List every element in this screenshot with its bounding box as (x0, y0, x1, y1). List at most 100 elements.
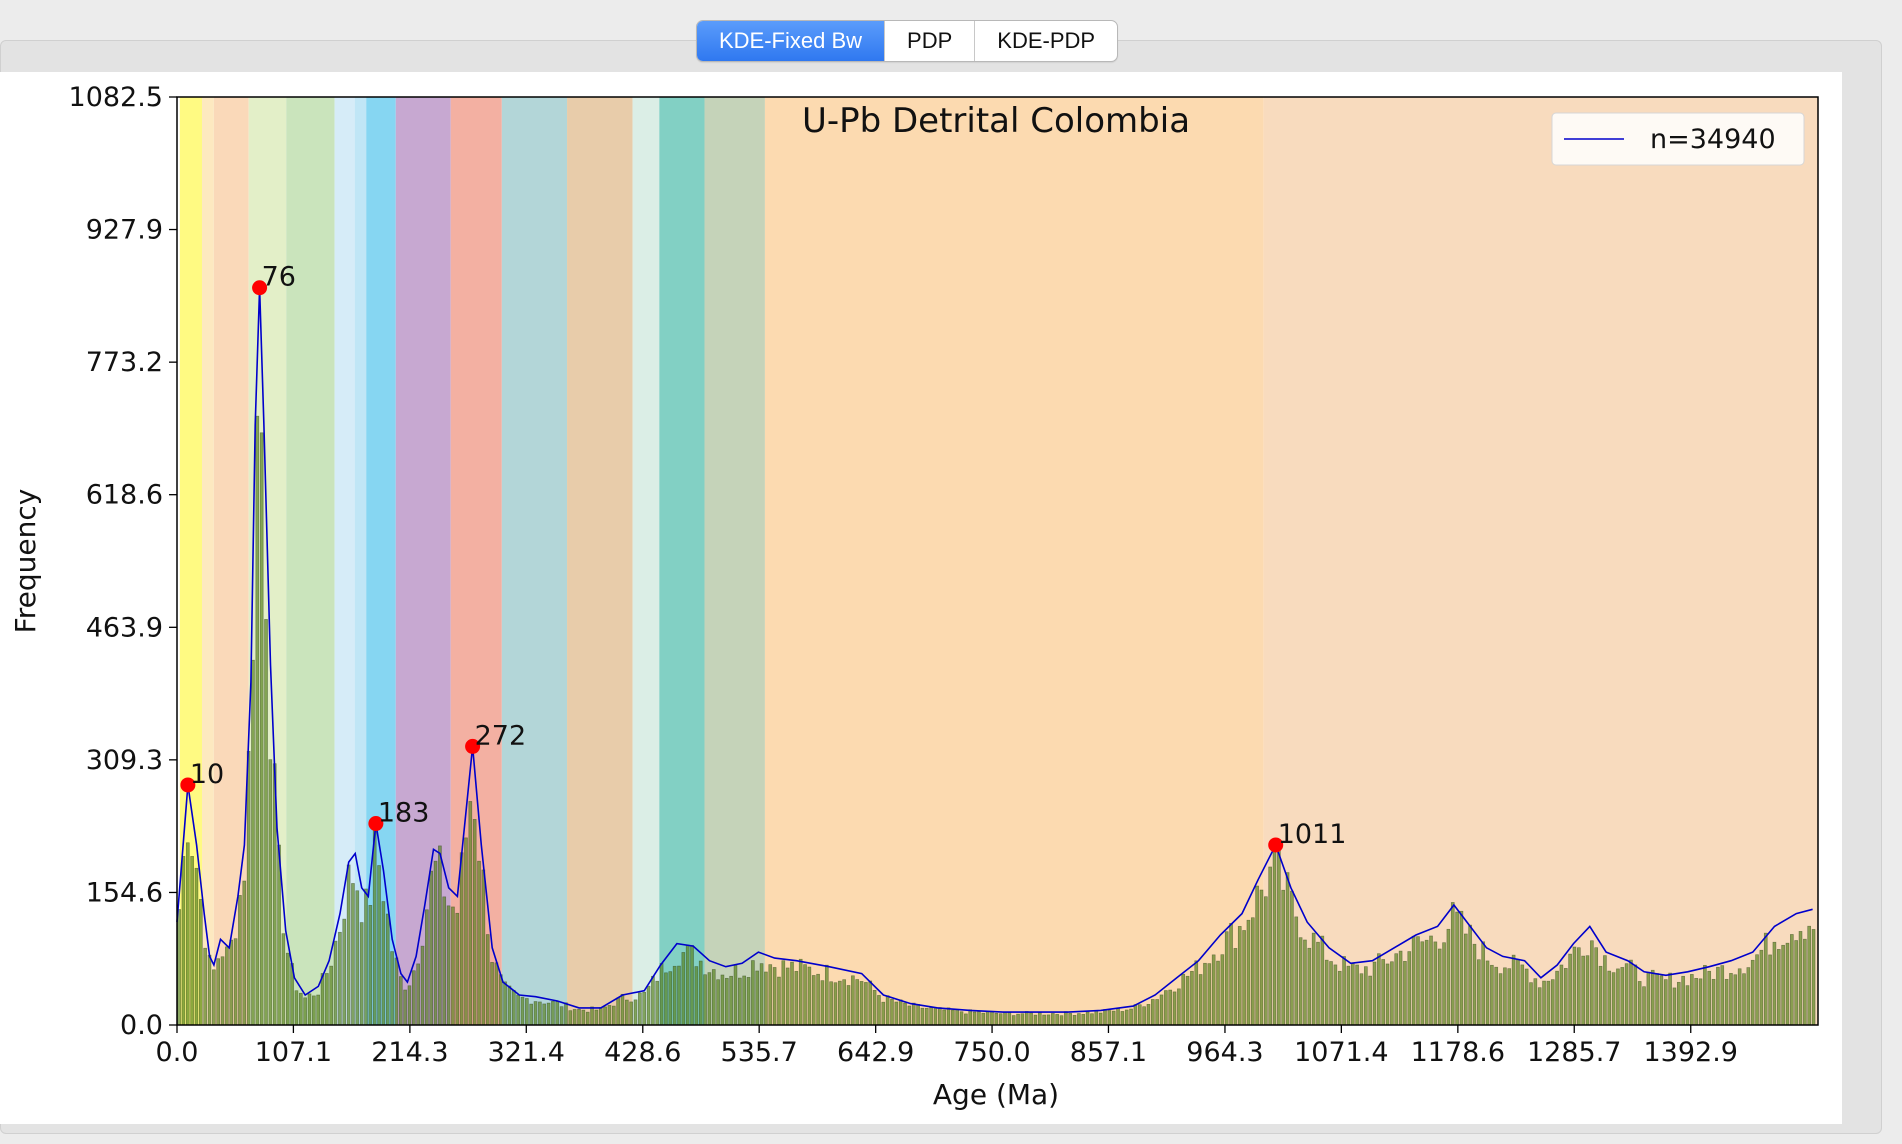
histogram-bar (1137, 1004, 1142, 1026)
histogram-bar (1068, 1013, 1073, 1026)
histogram-bar (1759, 949, 1764, 1026)
histogram-bar (1411, 935, 1416, 1026)
histogram-bar (312, 995, 316, 1026)
histogram-bar (790, 961, 794, 1026)
histogram-bar (1007, 1012, 1012, 1026)
histogram-bar (1120, 1011, 1125, 1026)
histogram-bar (651, 975, 655, 1026)
histogram-bar (407, 985, 412, 1026)
histogram-bar (1311, 932, 1316, 1026)
histogram-bar (1659, 975, 1664, 1026)
histogram-bar (1024, 1011, 1029, 1026)
histogram-bar (564, 1002, 568, 1026)
histogram-bar (1216, 960, 1220, 1026)
histogram-bar (559, 1006, 564, 1026)
time-band-14 (704, 97, 765, 1025)
histogram-bar (1611, 972, 1616, 1026)
histogram-bar (772, 967, 777, 1026)
histogram-bar (1368, 975, 1372, 1026)
histogram-bar (1650, 969, 1655, 1026)
y-tick-label: 1082.5 (69, 82, 163, 113)
histogram-bar (320, 973, 325, 1026)
plot-type-segmented-control[interactable]: KDE-Fixed Bw PDP KDE-PDP (696, 20, 1119, 62)
histogram-bar (1698, 978, 1703, 1026)
histogram-bar (333, 940, 338, 1026)
histogram-bar (859, 981, 864, 1026)
histogram-bar (585, 1011, 590, 1026)
histogram-bar (233, 938, 238, 1026)
histogram-bar (1037, 1012, 1042, 1026)
histogram-bar (1798, 931, 1803, 1026)
histogram-bar (1220, 954, 1225, 1026)
time-band-16 (1263, 97, 1818, 1025)
histogram-bar (451, 906, 455, 1026)
histogram-bar (1590, 940, 1594, 1026)
histogram-bar (1255, 885, 1259, 1026)
histogram-bar (998, 1013, 1003, 1026)
histogram-bar (1442, 942, 1446, 1026)
histogram-bar (481, 869, 486, 1026)
histogram-bar (794, 971, 799, 1026)
x-tick-label: 642.9 (837, 1037, 914, 1068)
histogram-bar (620, 993, 625, 1026)
time-band-7 (366, 97, 396, 1025)
histogram-bar (1268, 866, 1272, 1026)
histogram-bar (285, 952, 290, 1026)
histogram-bar (894, 1001, 899, 1026)
histogram-bar (281, 933, 286, 1026)
histogram-bar (1616, 968, 1620, 1026)
chart-title: U-Pb Detrital Colombia (802, 101, 1190, 141)
histogram-bar (638, 992, 642, 1026)
histogram-bar (1433, 941, 1438, 1026)
peak-marker (180, 777, 196, 793)
histogram-bar (429, 870, 434, 1026)
histogram-bar (759, 963, 764, 1026)
histogram-bar (1624, 963, 1629, 1026)
histogram-bar (951, 1009, 955, 1026)
histogram-bar (251, 659, 255, 1026)
histogram-bar (1346, 965, 1351, 1026)
histogram-bar (842, 979, 846, 1026)
histogram-bar (1555, 970, 1559, 1026)
histogram-bar (1381, 959, 1385, 1026)
histogram-bar (833, 982, 838, 1026)
tab-pdp[interactable]: PDP (884, 21, 974, 61)
histogram-bar (1403, 960, 1407, 1026)
histogram-bar (1676, 981, 1681, 1026)
histogram-bar (442, 896, 447, 1026)
histogram-bar (1559, 964, 1564, 1026)
histogram-bar (307, 993, 312, 1026)
histogram-bar (911, 1002, 916, 1026)
peak-label: 76 (262, 262, 296, 293)
histogram-bar (538, 1001, 542, 1026)
histogram-bar (212, 969, 216, 1026)
histogram-bar (464, 837, 468, 1026)
histogram-bar (1594, 947, 1599, 1026)
histogram-bar (216, 958, 220, 1026)
histogram-bar (1394, 953, 1399, 1026)
histogram-bar (616, 997, 620, 1026)
histogram-bar (1107, 1010, 1112, 1026)
histogram-bar (420, 945, 425, 1026)
tab-kde-pdp[interactable]: KDE-PDP (974, 21, 1117, 61)
histogram-bar (1146, 1004, 1151, 1026)
histogram-bar (1377, 953, 1381, 1026)
histogram-bar (1420, 941, 1425, 1026)
histogram-bar (738, 977, 742, 1026)
tab-kde-fixed-bw[interactable]: KDE-Fixed Bw (697, 21, 885, 61)
peak-label: 183 (378, 798, 430, 829)
histogram-bar (659, 963, 664, 1026)
histogram-bar (1055, 1014, 1059, 1026)
histogram-bar (477, 860, 481, 1026)
histogram-bar (777, 976, 781, 1026)
histogram-bar (468, 801, 473, 1026)
histogram-bar (338, 931, 342, 1026)
histogram-bar (194, 867, 199, 1026)
histogram-bar (459, 852, 464, 1026)
histogram-bar (1550, 979, 1555, 1026)
histogram-bar (1755, 954, 1759, 1026)
histogram-bar (746, 977, 751, 1026)
histogram-bar (1111, 1010, 1116, 1026)
x-tick-label: 1071.4 (1294, 1037, 1388, 1068)
histogram-bar (1090, 1013, 1094, 1026)
